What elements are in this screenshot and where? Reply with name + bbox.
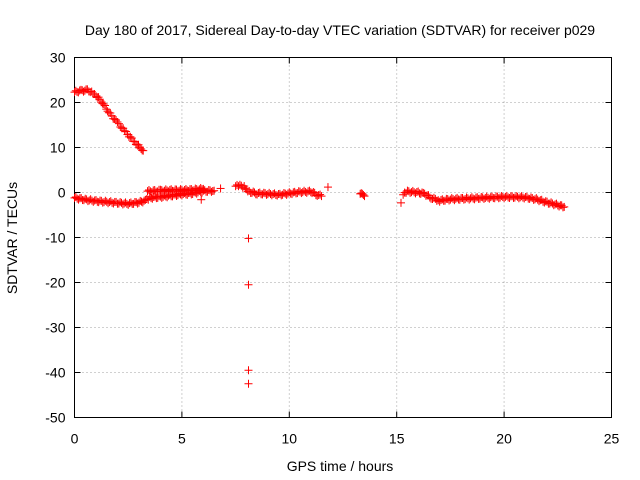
data-point (244, 280, 253, 289)
data-point (126, 132, 135, 141)
data-point (199, 184, 208, 193)
data-point (197, 195, 206, 204)
y-tick-label: 20 (50, 95, 66, 111)
chart-title: Day 180 of 2017, Sidereal Day-to-day VTE… (85, 22, 595, 38)
y-tick-label: 30 (50, 50, 66, 66)
data-point (99, 100, 108, 109)
axis-ticks: 0 5 10 15 20 25 -50 -40 -30 -20 -10 0 10 20 30 (45, 50, 619, 447)
data-point (137, 145, 146, 154)
x-tick-label: 25 (604, 431, 620, 447)
data-point (114, 119, 123, 128)
data-point (560, 202, 569, 211)
y-axis-label: SDTVAR / TECUs (4, 182, 20, 294)
data-point (139, 146, 148, 155)
data-point (244, 234, 253, 243)
x-tick-label: 20 (496, 431, 512, 447)
data-point (210, 186, 219, 195)
data-point (323, 183, 332, 192)
y-tick-label: -40 (45, 365, 65, 381)
data-point (359, 190, 368, 199)
x-axis-label: GPS time / hours (287, 458, 394, 474)
x-tick-label: 0 (71, 431, 79, 447)
data-point (244, 379, 253, 388)
data-point (316, 190, 325, 199)
data-points (70, 85, 569, 388)
grid-lines (74, 57, 612, 418)
x-tick-label: 15 (389, 431, 405, 447)
data-point (317, 192, 326, 201)
data-point (113, 118, 122, 127)
x-tick-label: 5 (178, 431, 186, 447)
y-tick-label: 10 (50, 140, 66, 156)
y-tick-label: -20 (45, 275, 65, 291)
y-tick-label: -30 (45, 320, 65, 336)
y-tick-label: -50 (45, 410, 65, 426)
y-tick-label: 0 (58, 185, 66, 201)
y-tick-label: -10 (45, 230, 65, 246)
data-point (101, 101, 110, 110)
data-point (216, 184, 225, 193)
data-point (94, 93, 103, 102)
data-point (360, 192, 369, 201)
data-point (396, 198, 405, 207)
data-point (244, 366, 253, 375)
x-tick-label: 10 (282, 431, 298, 447)
